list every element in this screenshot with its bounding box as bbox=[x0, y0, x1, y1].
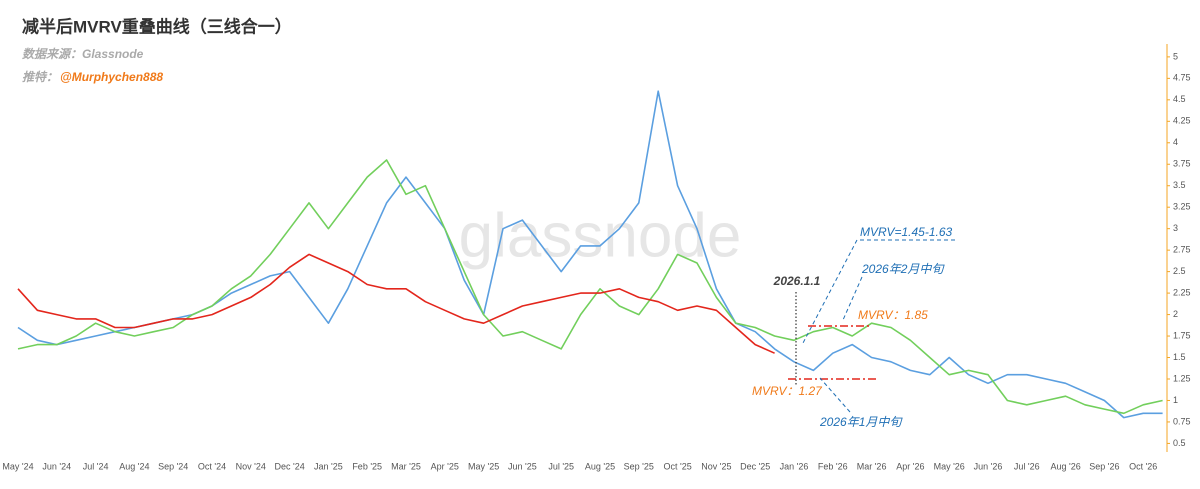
y-tick-label: 1.75 bbox=[1173, 330, 1191, 340]
x-tick-label: Oct '25 bbox=[663, 461, 691, 471]
y-tick-label: 2.25 bbox=[1173, 287, 1191, 297]
x-tick-label: Nov '25 bbox=[701, 461, 731, 471]
y-tick-label: 1 bbox=[1173, 395, 1178, 405]
x-tick-label: Mar '25 bbox=[391, 461, 421, 471]
x-tick-label: Apr '26 bbox=[896, 461, 924, 471]
x-tick-label: Mar '26 bbox=[857, 461, 887, 471]
annotation: 2026.1.1 bbox=[773, 274, 821, 288]
author-label: 推特： bbox=[22, 70, 58, 84]
x-tick-label: Aug '25 bbox=[585, 461, 615, 471]
chart-title: 减半后MVRV重叠曲线（三线合一） bbox=[22, 16, 292, 36]
x-tick-label: Feb '26 bbox=[818, 461, 848, 471]
series-line bbox=[17, 159, 1163, 415]
y-tick-label: 1.5 bbox=[1173, 352, 1186, 362]
x-tick-label: Jul '26 bbox=[1014, 461, 1040, 471]
y-tick-label: 0.5 bbox=[1173, 438, 1186, 448]
y-tick-label: 5 bbox=[1173, 51, 1178, 61]
x-tick-label: Jun '24 bbox=[42, 461, 71, 471]
y-tick-label: 3 bbox=[1173, 223, 1178, 233]
y-tick-label: 4.5 bbox=[1173, 94, 1186, 104]
y-tick-label: 2.5 bbox=[1173, 266, 1186, 276]
x-tick-label: Dec '25 bbox=[740, 461, 770, 471]
y-tick-label: 2.75 bbox=[1173, 245, 1191, 255]
y-tick-label: 2 bbox=[1173, 309, 1178, 319]
x-tick-label: Apr '25 bbox=[431, 461, 459, 471]
y-tick-label: 4.75 bbox=[1173, 73, 1191, 83]
y-tick-label: 3.75 bbox=[1173, 159, 1191, 169]
pointer bbox=[819, 377, 851, 413]
annotation: 2026年2月中旬 bbox=[861, 262, 945, 276]
x-tick-label: Sep '26 bbox=[1089, 461, 1119, 471]
x-tick-label: Nov '24 bbox=[236, 461, 266, 471]
source: 数据来源：Glassnode bbox=[22, 47, 144, 61]
x-tick-label: May '25 bbox=[468, 461, 499, 471]
x-tick-label: Jul '24 bbox=[83, 461, 109, 471]
y-tick-label: 3.25 bbox=[1173, 202, 1191, 212]
x-tick-label: Aug '26 bbox=[1050, 461, 1080, 471]
x-tick-label: May '26 bbox=[934, 461, 965, 471]
x-tick-label: Oct '24 bbox=[198, 461, 226, 471]
x-tick-label: Sep '25 bbox=[624, 461, 654, 471]
pointer bbox=[842, 276, 863, 321]
x-tick-label: Jan '25 bbox=[314, 461, 343, 471]
annotation: MVRV=1.45-1.63 bbox=[860, 225, 952, 239]
x-tick-label: Jul '25 bbox=[548, 461, 574, 471]
x-tick-label: Jun '26 bbox=[974, 461, 1003, 471]
y-tick-label: 4.25 bbox=[1173, 116, 1191, 126]
series-line bbox=[17, 253, 775, 354]
x-tick-label: Feb '25 bbox=[352, 461, 382, 471]
annotation: 2026年1月中旬 bbox=[819, 415, 903, 429]
x-tick-label: Jan '26 bbox=[780, 461, 809, 471]
x-tick-label: Dec '24 bbox=[274, 461, 304, 471]
y-tick-label: 1.25 bbox=[1173, 373, 1191, 383]
author: @Murphychen888 bbox=[60, 70, 163, 84]
pointer bbox=[802, 239, 858, 344]
x-tick-label: Aug '24 bbox=[119, 461, 149, 471]
y-tick-label: 3.5 bbox=[1173, 180, 1186, 190]
annotation: MVRV：1.27 bbox=[752, 384, 823, 398]
x-tick-label: May '24 bbox=[2, 461, 33, 471]
x-tick-label: Jun '25 bbox=[508, 461, 537, 471]
x-tick-label: Oct '26 bbox=[1129, 461, 1157, 471]
y-tick-label: 4 bbox=[1173, 137, 1178, 147]
watermark: glassnode bbox=[459, 201, 742, 270]
y-tick-label: 0.75 bbox=[1173, 416, 1191, 426]
annotation: MVRV：1.85 bbox=[858, 308, 928, 322]
x-tick-label: Sep '24 bbox=[158, 461, 188, 471]
